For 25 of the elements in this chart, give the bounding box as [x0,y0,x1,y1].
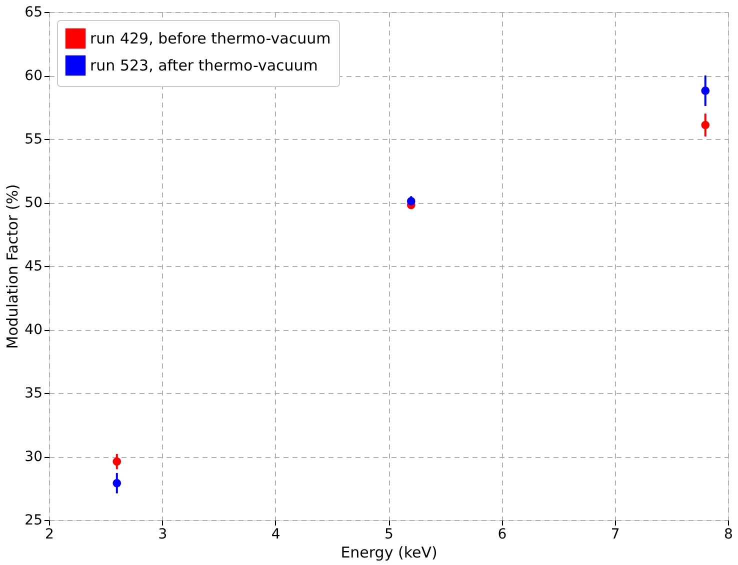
point [701,120,710,130]
x-tick-label: 3 [158,526,168,542]
y-tick-label: 25 [24,512,42,528]
legend-label: run 429, before thermo-vacuum [90,30,331,48]
x-tick-label: 5 [384,526,394,542]
y-tick-label: 40 [24,322,42,338]
y-tick-label: 30 [24,449,42,465]
point [701,86,710,95]
point [112,478,122,488]
y-tick-label: 45 [24,258,42,274]
x-tick-label: 8 [724,526,733,542]
x-tick-label: 2 [45,526,54,542]
x-tick-label: 6 [498,526,507,542]
y-tick-label: 50 [24,195,42,211]
y-tick-label: 55 [24,132,42,148]
y-tick-label: 65 [24,4,42,20]
legend-label: run 523, after thermo-vacuum [90,56,318,74]
y-tick-label: 35 [24,386,42,402]
point [406,197,416,206]
x-axis-title: Energy (keV) [340,544,438,562]
y-tick-label: 60 [24,68,42,84]
x-tick-label: 4 [271,526,280,542]
x-tick-label: 7 [610,526,620,542]
y-axis-title: Modulation Factor (%) [4,184,22,349]
point [112,457,122,466]
